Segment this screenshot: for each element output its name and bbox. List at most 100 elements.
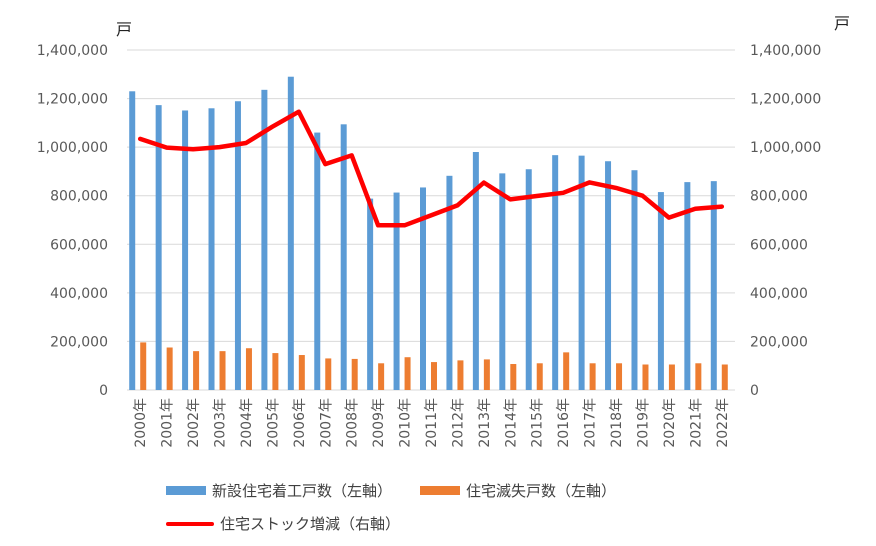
x-axis-tick-label: 2009年: [371, 398, 387, 448]
bar-demolished: [668, 364, 675, 390]
legend-swatch-red: [166, 521, 214, 526]
bar-demolished: [616, 363, 623, 390]
bar-demolished: [563, 352, 570, 390]
x-axis-tick-label: 2014年: [503, 398, 519, 448]
x-axis-tick-label: 2002年: [186, 398, 202, 448]
bar-new-housing: [420, 187, 426, 390]
bar-demolished: [378, 363, 385, 390]
x-axis-tick-label: 2005年: [265, 398, 281, 448]
line-stock-change: [137, 109, 725, 228]
x-axis-tick-label: 2006年: [292, 398, 308, 448]
left-axis-tick-label: 200,000: [50, 334, 108, 350]
left-axis-tick-label: 800,000: [50, 189, 108, 205]
bar-demolished: [431, 362, 437, 390]
bar-new-housing: [684, 182, 691, 390]
right-axis-tick-label: 800,000: [750, 189, 808, 205]
x-axis-tick-label: 2021年: [688, 398, 704, 448]
right-axis-tick-label: 200,000: [750, 334, 808, 350]
bar-new-housing: [208, 108, 215, 391]
left-axis-tick-label: 1,400,000: [37, 43, 108, 59]
bar-new-housing: [287, 76, 294, 390]
bar-new-housing: [182, 110, 189, 390]
legend-item-stock: 住宅ストック増減（右軸）: [166, 513, 400, 534]
bar-demolished: [166, 347, 173, 390]
gridlines: [127, 49, 735, 391]
right-axis-tick-label: 1,400,000: [750, 43, 821, 59]
stock-line: [137, 109, 725, 228]
right-axis-tick-label: 600,000: [750, 237, 808, 253]
bar-new-housing: [129, 91, 136, 391]
bar-new-housing: [234, 101, 241, 390]
bar-new-housing: [367, 198, 374, 390]
bar-demolished: [325, 358, 332, 390]
bar-demolished: [510, 364, 517, 390]
x-axis-tick-label: 2003年: [213, 398, 229, 448]
bar-demolished: [351, 358, 358, 390]
x-axis-tick-label: 2010年: [398, 398, 414, 448]
bar-new-housing: [446, 175, 453, 390]
bar-new-housing: [499, 173, 506, 390]
bar-new-housing: [578, 155, 585, 390]
x-axis-tick-label: 2019年: [636, 398, 652, 448]
bar-demolished: [483, 359, 490, 390]
bar-new-housing: [631, 170, 638, 390]
bar-demolished: [272, 353, 279, 390]
left-axis-tick-label: 0: [99, 383, 108, 399]
x-axis-tick-label: 2004年: [239, 398, 255, 448]
left-axis-tick-label: 1,200,000: [37, 92, 108, 108]
left-axis-ticks: 0 200,000 400,000 600,000 800,000 1,000,000 1,…: [37, 43, 108, 399]
x-axis-tick-label: 2012年: [450, 398, 466, 448]
legend-label-demolished: 住宅滅失戸数（左軸）: [466, 482, 617, 500]
bar-demolished: [193, 351, 200, 390]
right-axis-ticks: 0 200,000 400,000 600,000 800,000 1,000,000 1,…: [750, 43, 821, 399]
bar-demolished: [245, 348, 252, 390]
bar-new-housing: [314, 132, 321, 391]
x-axis-tick-label: 2016年: [556, 398, 572, 448]
legend-swatch-blue: [166, 486, 206, 495]
right-axis-tick-label: 1,000,000: [750, 140, 821, 156]
x-axis-tick-label: 2007年: [318, 398, 334, 448]
bar-demolished: [457, 360, 464, 390]
bar-demolished: [536, 363, 543, 390]
x-axis-tick-label: 2018年: [609, 398, 625, 448]
right-axis-tick-label: 0: [750, 383, 759, 399]
x-axis-tick-label: 2015年: [530, 398, 546, 448]
bar-demolished: [589, 363, 596, 390]
bar-demolished: [721, 364, 728, 390]
x-axis-tick-label: 2017年: [583, 398, 599, 448]
bar-new-housing: [340, 124, 347, 391]
bar-new-housing: [393, 192, 400, 390]
x-axis-tick-label: 2022年: [715, 398, 731, 448]
x-axis-tick-label: 2008年: [345, 398, 361, 448]
x-axis-tick-label: 2020年: [662, 398, 678, 448]
left-axis-tick-label: 600,000: [50, 237, 108, 253]
bar-new-housing: [552, 155, 559, 390]
bar-demolished: [642, 364, 649, 390]
bar-demolished: [695, 363, 702, 390]
bars: [129, 76, 728, 391]
legend-item-demolished: 住宅滅失戸数（左軸）: [420, 480, 616, 501]
bar-new-housing: [261, 89, 268, 390]
x-axis-tick-label: 2013年: [477, 398, 493, 448]
bar-new-housing: [657, 192, 664, 390]
right-axis-tick-label: 400,000: [750, 286, 808, 302]
bar-demolished: [219, 351, 226, 390]
bar-new-housing: [472, 152, 479, 390]
x-axis-tick-label: 2001年: [160, 398, 176, 448]
bar-new-housing: [605, 161, 612, 390]
right-axis-unit: 戸: [834, 14, 851, 33]
legend-label-stock: 住宅ストック増減（右軸）: [220, 515, 401, 533]
bar-demolished: [404, 357, 411, 390]
x-axis-tick-label: 2000年: [133, 398, 149, 448]
bar-demolished: [140, 342, 147, 390]
left-axis-tick-label: 400,000: [50, 286, 108, 302]
legend-swatch-orange: [420, 486, 460, 495]
bar-new-housing: [525, 169, 532, 390]
legend-label-new-housing: 新設住宅着工戸数（左軸）: [212, 482, 393, 500]
bar-new-housing: [155, 105, 162, 390]
legend-item-new-housing: 新設住宅着工戸数（左軸）: [166, 480, 392, 501]
left-axis-unit: 戸: [116, 20, 133, 39]
x-axis-tick-label: 2011年: [424, 398, 440, 448]
right-axis-tick-label: 1,200,000: [750, 92, 821, 108]
